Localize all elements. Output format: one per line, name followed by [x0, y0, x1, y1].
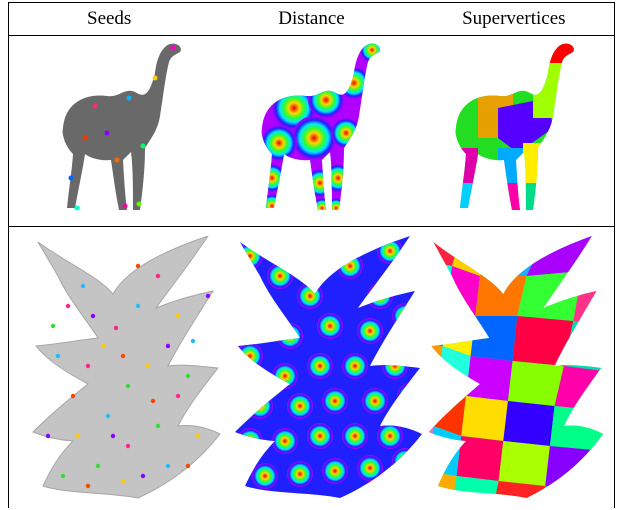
fish-seeds-image [28, 236, 221, 504]
column-header-distance: Distance [278, 8, 345, 29]
camel-distance-image [244, 38, 404, 218]
column-header-seeds: Seeds [87, 8, 132, 29]
fish-supervertices-image [424, 236, 604, 504]
camel-seeds-image [45, 38, 205, 218]
figure-frame [8, 2, 615, 508]
column-header-row: Seeds Distance Supervertices [8, 2, 615, 36]
row-divider [8, 226, 615, 227]
camel-supervertices-image [438, 38, 598, 218]
fish-distance-image [230, 236, 423, 504]
column-header-supervertices: Supervertices [462, 8, 566, 29]
